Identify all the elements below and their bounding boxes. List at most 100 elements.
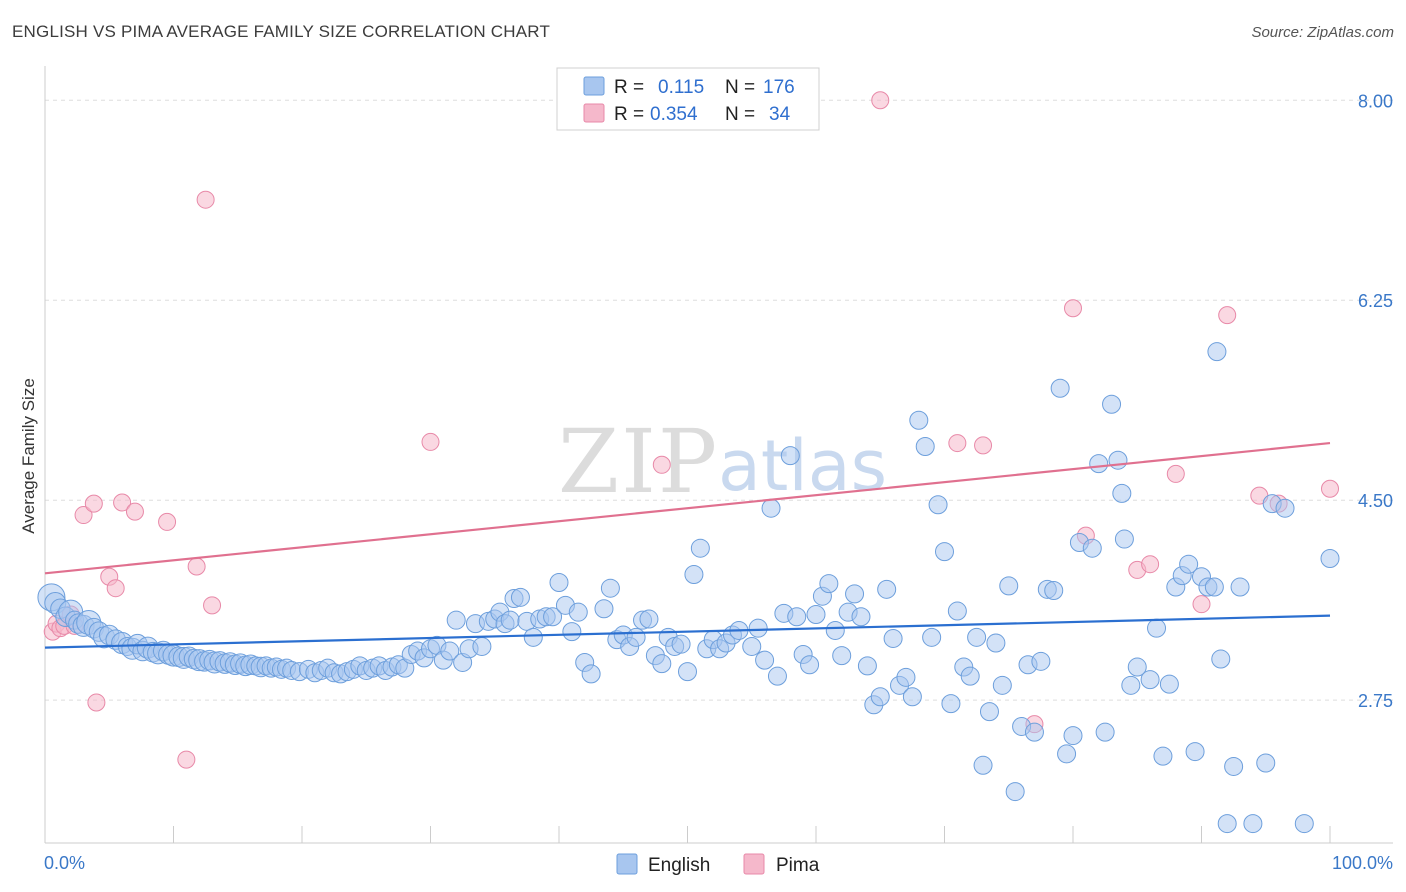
english-point (1121, 675, 1141, 695)
pima-point (74, 506, 93, 525)
english-point (440, 641, 460, 661)
pima-point (203, 596, 222, 615)
legend-bottom-pima-swatch (743, 853, 765, 875)
english-point (1211, 649, 1231, 669)
english-point (639, 609, 659, 629)
english-point (1114, 529, 1134, 549)
english-point (851, 607, 871, 627)
pima-point (177, 750, 196, 769)
english-point (780, 446, 800, 466)
english-point (986, 633, 1006, 653)
english-point (1112, 483, 1132, 503)
english-point (979, 702, 999, 722)
pima-point (196, 190, 215, 209)
pima-point (1321, 479, 1339, 498)
english-point (1294, 814, 1314, 834)
english-point (1185, 742, 1205, 762)
english-point (1044, 580, 1064, 600)
english-point (1243, 814, 1263, 834)
legend-pima-n-value: 34 (769, 104, 791, 125)
legend-bottom-english-swatch (616, 853, 638, 875)
english-point (1005, 782, 1025, 802)
pima-point (652, 455, 671, 474)
legend-english-r-label: R = (614, 77, 644, 98)
english-point (1224, 756, 1244, 776)
english-point (922, 627, 942, 647)
english-point (472, 636, 492, 656)
pima-point (1166, 464, 1185, 483)
pima-point (1192, 595, 1211, 614)
english-point (523, 627, 543, 647)
english-point (800, 655, 820, 675)
english-point (761, 498, 781, 518)
english-point (915, 437, 935, 457)
english-point (960, 666, 980, 686)
english-point (1102, 394, 1122, 414)
english-point (1320, 548, 1340, 568)
english-point (446, 610, 466, 630)
legend-pima-n-label: N = (725, 104, 755, 125)
pima-point (1141, 555, 1160, 574)
english-point (1095, 722, 1115, 742)
english-point (1204, 577, 1224, 597)
english-point (671, 634, 691, 654)
english-point (999, 576, 1019, 596)
english-point (543, 607, 563, 627)
english-point (600, 578, 620, 598)
english-point (748, 618, 768, 638)
pima-point (871, 91, 890, 110)
english-point (1159, 674, 1179, 694)
english-point (825, 620, 845, 640)
watermark-atlas: atlas (718, 425, 887, 507)
english-point (1082, 538, 1102, 558)
english-point (832, 646, 852, 666)
english-point (992, 675, 1012, 695)
english-point (1217, 814, 1237, 834)
english-point (1050, 378, 1070, 398)
pima-point (421, 432, 440, 451)
legend-english-swatch (583, 76, 605, 96)
english-point (1207, 342, 1227, 362)
english-point (568, 602, 588, 622)
pima-point (158, 512, 177, 531)
y-ticks: 2.75 4.50 6.25 8.00 (1358, 91, 1393, 711)
legend-bottom-pima-label: Pima (776, 855, 820, 876)
english-point (819, 574, 839, 594)
english-point (1230, 577, 1250, 597)
english-point (787, 607, 807, 627)
english-point (806, 604, 826, 624)
trendlines (44, 441, 1331, 649)
english-point (1179, 554, 1199, 574)
english-point (684, 564, 704, 584)
english-point (1063, 726, 1083, 746)
english-point (767, 666, 787, 686)
pima-point (1064, 299, 1082, 318)
english-point (626, 627, 646, 647)
english-point (1057, 744, 1077, 764)
pima-point (187, 557, 206, 576)
english-point (581, 664, 601, 684)
y-tick-label: 4.50 (1358, 491, 1393, 511)
legend-english-r-value: 0.115 (658, 77, 704, 98)
english-point (1153, 746, 1173, 766)
english-point (845, 584, 865, 604)
english-point (857, 656, 877, 676)
pima-point (1218, 306, 1237, 325)
source-label: Source: ZipAtlas.com (1251, 24, 1394, 41)
english-point (1147, 618, 1167, 638)
english-point (594, 599, 614, 619)
legend-english-n-value: 176 (763, 77, 795, 98)
y-tick-label: 6.25 (1358, 291, 1393, 311)
pima-trendline (44, 441, 1331, 575)
english-point (909, 410, 929, 430)
legend-top: R = 0.115 N = 176 R = 0.354 N = 34 (556, 67, 820, 131)
english-point (1089, 454, 1109, 474)
x-tick-min: 0.0% (44, 853, 85, 873)
english-trendline (44, 614, 1331, 649)
english-point (549, 572, 569, 592)
legend-pima-swatch (583, 103, 605, 123)
english-point (896, 667, 916, 687)
legend-pima-r-value: 0.354 (650, 104, 698, 125)
english-point (902, 687, 922, 707)
